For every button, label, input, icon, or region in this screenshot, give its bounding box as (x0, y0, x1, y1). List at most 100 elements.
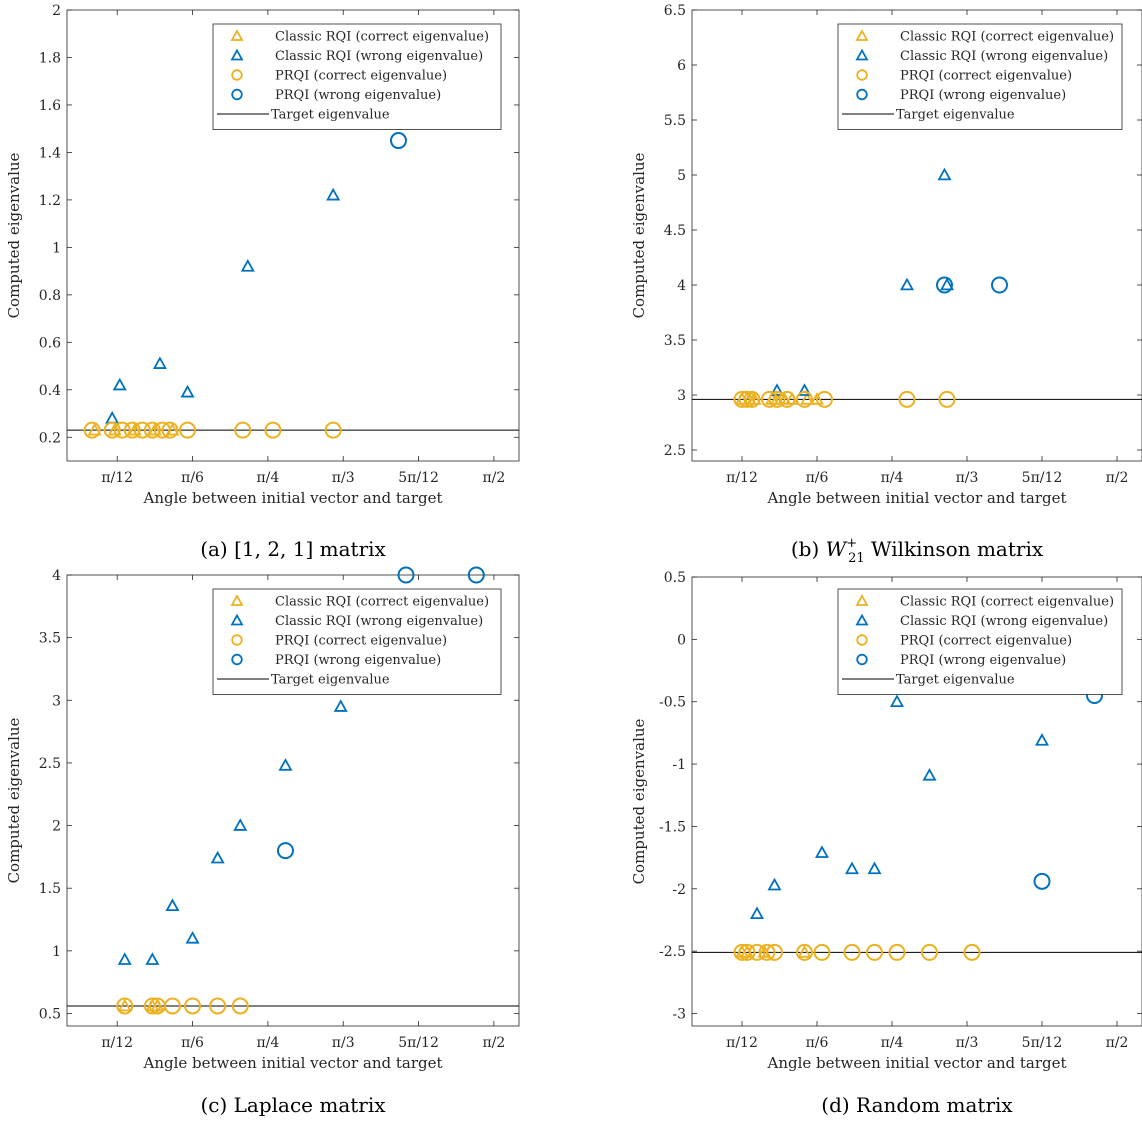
prqi-correct-point (113, 421, 131, 439)
plot-frame (691, 576, 1142, 1027)
y-tick-label: 0.5 (664, 570, 686, 586)
legend-marker (856, 653, 868, 666)
y-tick-label: 1 (52, 240, 61, 256)
x-tick-label: π/4 (881, 1035, 904, 1051)
prqi-correct-point (816, 390, 833, 408)
legend: Classic RQI (correct eigenvalue) Classic … (212, 23, 502, 130)
classic-rqi-wrong-point (105, 410, 120, 424)
x-tick-label: π/4 (256, 1035, 279, 1051)
x-tick-label: π/6 (181, 470, 204, 486)
y-tick-label: -2.5 (659, 944, 686, 960)
legend-label: Classic RQI (wrong eigenvalue) (900, 49, 1108, 64)
prqi-correct-point (83, 421, 101, 439)
x-tick-label: π/12 (726, 470, 758, 486)
legend-label: PRQI (wrong eigenvalue) (900, 88, 1066, 103)
prqi-correct-point (796, 390, 813, 408)
prqi-correct-point (761, 390, 778, 408)
prqi-wrong-point (1033, 872, 1051, 890)
legend-marker (231, 69, 243, 81)
y-tick-label: 2.5 (39, 756, 61, 772)
legend-marker (231, 653, 243, 666)
classic-rqi-wrong-point (939, 277, 955, 291)
classic-rqi-wrong-point (922, 767, 937, 781)
y-tick-label: 0.2 (39, 430, 61, 446)
prqi-correct-point (866, 943, 883, 961)
y-tick-label: 6 (677, 58, 686, 74)
y-tick-label: 1.2 (39, 193, 61, 209)
y-tick-label: 2.5 (664, 443, 686, 459)
y-tick-label: 0.4 (39, 383, 61, 399)
prqi-correct-point (133, 421, 151, 439)
prqi-correct-point (813, 943, 831, 961)
legend-label: PRQI (correct eigenvalue) (275, 69, 447, 84)
classic-rqi-correct-point (127, 422, 142, 436)
x-tick-label: 5π/12 (398, 470, 439, 486)
classic-rqi-wrong-point (278, 758, 293, 771)
x-tick-label: 5π/12 (398, 1035, 439, 1051)
y-tick-label: 4 (677, 278, 686, 294)
classic-rqi-correct-point (147, 422, 162, 436)
prqi-correct-point (758, 943, 776, 961)
x-tick-label: π/3 (956, 470, 979, 486)
figure-caption: (d) Random matrix (821, 1093, 1013, 1117)
classic-rqi-wrong-point (749, 906, 765, 920)
classic-rqi-wrong-point (112, 377, 127, 391)
classic-rqi-wrong-point (797, 383, 812, 396)
x-tick-label: π/12 (101, 1035, 133, 1051)
classic-rqi-correct-point (117, 998, 132, 1012)
legend-marker (230, 594, 244, 606)
prqi-correct-point (766, 943, 783, 961)
x-tick-label: π/2 (482, 1035, 505, 1051)
x-tick-label: π/3 (332, 470, 355, 486)
y-tick-label: 5.5 (664, 113, 686, 129)
y-tick-label: 3.5 (39, 631, 61, 647)
y-tick-label: 3 (677, 388, 686, 404)
prqi-correct-point (231, 997, 249, 1015)
prqi-wrong-point (397, 566, 415, 584)
prqi-correct-point (264, 421, 282, 439)
legend-label: Classic RQI (correct eigenvalue) (275, 30, 489, 45)
prqi-correct-point (153, 421, 171, 439)
y-tick-label: -0.5 (659, 695, 686, 711)
plot-frame (691, 9, 1142, 462)
legend-marker (230, 613, 244, 626)
y-tick-label: 1.5 (39, 881, 61, 897)
x-tick-label: 5π/12 (1022, 1035, 1063, 1051)
y-tick-label: 0.5 (39, 1006, 61, 1022)
x-tick-label: π/4 (256, 470, 279, 486)
prqi-correct-point (103, 421, 121, 439)
prqi-correct-point (843, 943, 861, 961)
classic-rqi-wrong-point (844, 861, 860, 875)
classic-rqi-wrong-point (180, 384, 195, 398)
classic-rqi-wrong-point (165, 898, 180, 912)
figure-caption: (c) Laplace matrix (200, 1093, 386, 1117)
legend-marker (856, 88, 868, 101)
legend-label: Classic RQI (correct eigenvalue) (900, 30, 1114, 45)
y-tick-label: -2 (672, 882, 686, 898)
y-axis-label: Computed eigenvalue (5, 152, 23, 318)
classic-rqi-wrong-point (185, 930, 200, 944)
x-tick-label: π/2 (1106, 1035, 1129, 1051)
y-tick-label: 2 (52, 3, 61, 19)
legend-marker (855, 48, 869, 61)
figure-caption: (a) [1, 2, 1] matrix (200, 537, 386, 561)
y-tick-label: 4 (52, 568, 61, 584)
legend-label: PRQI (wrong eigenvalue) (900, 653, 1066, 668)
x-tick-label: π/6 (806, 470, 829, 486)
x-tick-label: π/12 (101, 470, 133, 486)
x-tick-label: π/4 (881, 470, 904, 486)
prqi-wrong-point (936, 276, 953, 294)
classic-rqi-wrong-point (152, 356, 167, 369)
classic-rqi-wrong-point (867, 861, 882, 875)
prqi-correct-point (163, 997, 181, 1015)
y-tick-label: 5 (677, 168, 686, 184)
legend-label: Target eigenvalue (271, 673, 390, 688)
legend-box (837, 588, 1123, 695)
chart-panel-1: 0.2 0.4 0.6 0.8 1 1.2 1.4 1.6 1.8 2 π/12 π/6 π/4 π/3 5… (5, 3, 520, 561)
x-tick-label: 5π/12 (1022, 470, 1063, 486)
prqi-wrong-point (276, 842, 294, 860)
legend-label: PRQI (wrong eigenvalue) (275, 88, 441, 103)
y-tick-label: 0.8 (39, 288, 61, 304)
chart-panel-3: 0.5 1 1.5 2 2.5 3 3.5 4 π/12 π/6 π/4 π/3 5π/12 π/2 Ang… (5, 566, 520, 1117)
legend-label: PRQI (correct eigenvalue) (900, 634, 1072, 649)
